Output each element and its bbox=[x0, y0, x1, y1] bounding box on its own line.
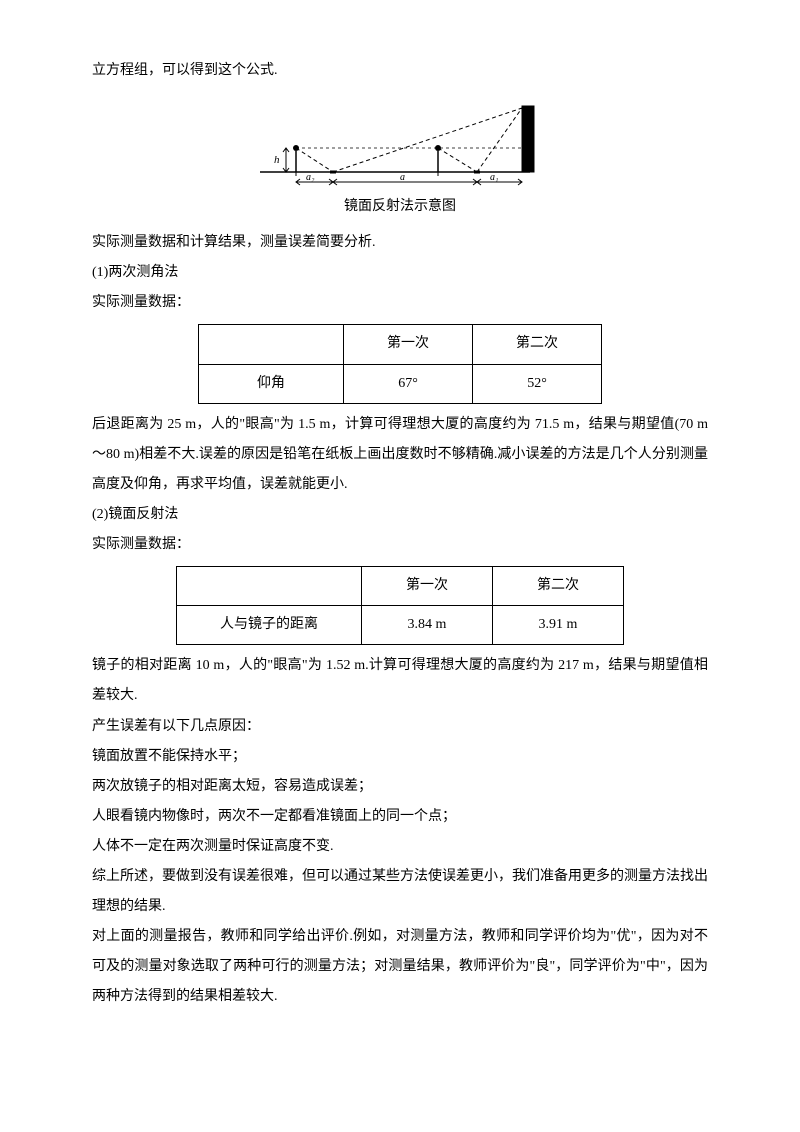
table-mirror: 第一次 第二次 人与镜子的距离 3.84 m 3.91 m bbox=[176, 566, 624, 645]
cell: 第二次 bbox=[493, 567, 624, 606]
cell: 仰角 bbox=[199, 364, 344, 403]
cell bbox=[177, 567, 362, 606]
paragraph: 综上所述，要做到没有误差很难，但可以通过某些方法使误差更小，我们准备用更多的测量… bbox=[92, 862, 708, 922]
paragraph: 实际测量数据： bbox=[92, 530, 708, 560]
paragraph: 实际测量数据： bbox=[92, 288, 708, 318]
paragraph: 实际测量数据和计算结果，测量误差简要分析. bbox=[92, 228, 708, 258]
label-h: h bbox=[274, 154, 280, 166]
paragraph: 人眼看镜内物像时，两次不一定都看准镜面上的同一个点； bbox=[92, 802, 708, 832]
paragraph: (1)两次测角法 bbox=[92, 258, 708, 288]
paragraph-intro: 立方程组，可以得到这个公式. bbox=[92, 56, 708, 86]
cell: 52° bbox=[473, 364, 602, 403]
table-row: 人与镜子的距离 3.84 m 3.91 m bbox=[177, 606, 624, 645]
cell: 第一次 bbox=[362, 567, 493, 606]
paragraph: 两次放镜子的相对距离太短，容易造成误差； bbox=[92, 772, 708, 802]
cell: 3.84 m bbox=[362, 606, 493, 645]
paragraph: 镜面放置不能保持水平； bbox=[92, 742, 708, 772]
paragraph: 镜子的相对距离 10 m，人的"眼高"为 1.52 m.计算可得理想大厦的高度约… bbox=[92, 651, 708, 711]
mirror-diagram: h a₂ a bbox=[92, 100, 708, 190]
table-row: 第一次 第二次 bbox=[177, 567, 624, 606]
cell bbox=[199, 325, 344, 364]
label-a1: a₁ bbox=[490, 172, 498, 183]
cell: 人与镜子的距离 bbox=[177, 606, 362, 645]
label-a: a bbox=[400, 172, 405, 183]
paragraph: 产生误差有以下几点原因： bbox=[92, 712, 708, 742]
paragraph: (2)镜面反射法 bbox=[92, 500, 708, 530]
cell: 67° bbox=[344, 364, 473, 403]
cell: 第二次 bbox=[473, 325, 602, 364]
cell: 3.91 m bbox=[493, 606, 624, 645]
document-page: 立方程组，可以得到这个公式. h a₂ bbox=[0, 0, 800, 1132]
paragraph: 人体不一定在两次测量时保证高度不变. bbox=[92, 832, 708, 862]
label-a2: a₂ bbox=[306, 172, 315, 183]
table-row: 第一次 第二次 bbox=[199, 325, 602, 364]
diagram-caption: 镜面反射法示意图 bbox=[92, 192, 708, 222]
table-angle: 第一次 第二次 仰角 67° 52° bbox=[198, 324, 602, 403]
paragraph: 对上面的测量报告，教师和同学给出评价.例如，对测量方法，教师和同学评价均为"优"… bbox=[92, 922, 708, 1012]
mirror-diagram-svg: h a₂ a bbox=[250, 100, 550, 190]
cell: 第一次 bbox=[344, 325, 473, 364]
table-row: 仰角 67° 52° bbox=[199, 364, 602, 403]
paragraph: 后退距离为 25 m，人的"眼高"为 1.5 m，计算可得理想大厦的高度约为 7… bbox=[92, 410, 708, 500]
